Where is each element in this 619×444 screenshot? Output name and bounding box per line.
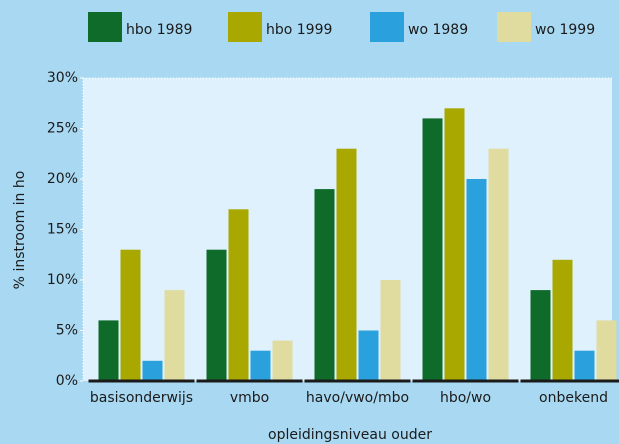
bar: [336, 148, 357, 381]
bar: [250, 350, 271, 381]
bar: [358, 330, 379, 381]
bar: [552, 259, 573, 381]
y-tick-label: 15%: [47, 222, 78, 238]
bar: [380, 280, 401, 381]
bar: [142, 360, 163, 381]
legend-label: hbo 1999: [266, 22, 332, 38]
x-tick-label: havo/vwo/mbo: [306, 390, 409, 406]
y-tick-label: 25%: [47, 121, 78, 137]
bar: [228, 209, 249, 381]
bar: [164, 290, 185, 381]
bar: [272, 340, 293, 381]
x-tick-label: vmbo: [230, 390, 269, 406]
x-tick-label: hbo/wo: [440, 390, 491, 406]
y-axis-label: % instroom in ho: [12, 171, 28, 290]
legend-label: wo 1989: [408, 22, 468, 38]
legend-swatch: [88, 12, 122, 42]
bar: [444, 108, 465, 382]
x-axis-label: opleidingsniveau ouder: [268, 427, 432, 443]
y-tick-label: 30%: [47, 70, 78, 86]
legend-label: wo 1999: [535, 22, 595, 38]
bar: [120, 249, 141, 381]
bar: [530, 290, 551, 381]
y-tick-label: 5%: [56, 323, 78, 339]
x-tick-label: basisonderwijs: [90, 390, 193, 406]
bar: [98, 320, 119, 381]
bar: [466, 179, 487, 381]
bar: [314, 189, 335, 381]
y-tick-label: 10%: [47, 272, 78, 288]
bar: [596, 320, 617, 381]
y-tick-label: 20%: [47, 171, 78, 187]
bar: [488, 148, 509, 381]
y-tick-label: 0%: [56, 373, 78, 389]
bar: [422, 118, 443, 382]
bar: [574, 350, 595, 381]
legend-label: hbo 1989: [126, 22, 192, 38]
bar: [206, 249, 227, 381]
legend-swatch: [497, 12, 531, 42]
x-tick-label: onbekend: [539, 390, 608, 406]
legend-swatch: [228, 12, 262, 42]
legend-swatch: [370, 12, 404, 42]
